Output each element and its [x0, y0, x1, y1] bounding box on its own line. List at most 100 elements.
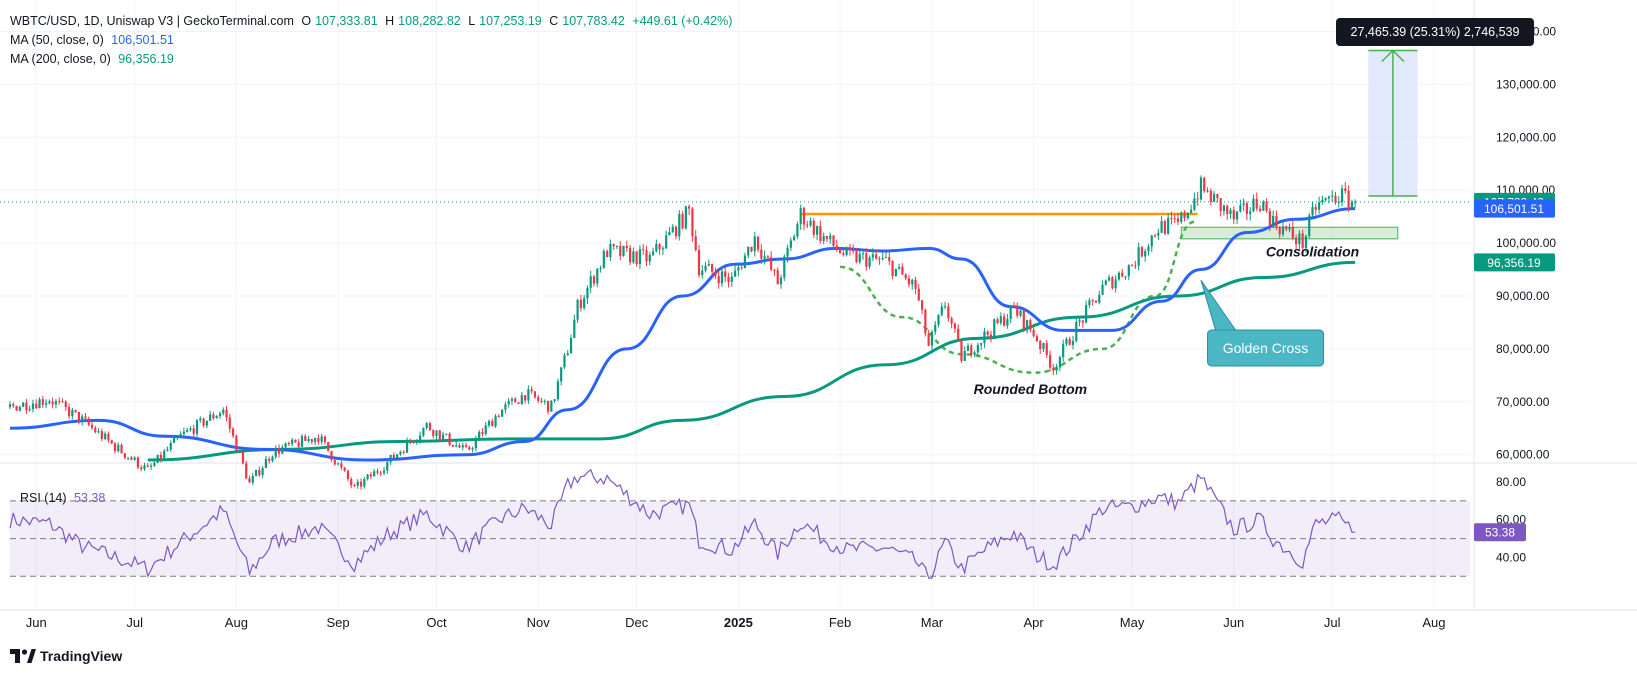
- candle-up: [156, 454, 159, 463]
- candle-down: [924, 309, 927, 334]
- candle-up: [651, 251, 655, 255]
- candle-down: [1140, 247, 1144, 257]
- candle-up: [569, 337, 573, 354]
- candle-up: [1042, 343, 1045, 349]
- rsi-pane: [9, 468, 1470, 579]
- candle-down: [950, 318, 953, 324]
- candle-up: [1249, 211, 1252, 214]
- legend-rsi[interactable]: RSI (14) 53.38: [20, 491, 109, 505]
- candle-down: [514, 398, 517, 403]
- candle-up: [1235, 211, 1239, 220]
- candle-up: [1147, 246, 1150, 252]
- time-tick-label: Apr: [1024, 615, 1045, 630]
- candle-down: [907, 278, 911, 285]
- candle-up: [789, 240, 792, 248]
- change-value: +449.61 (+0.42%): [632, 14, 733, 28]
- rsi-label: RSI (14): [20, 491, 67, 505]
- candle-up: [281, 447, 284, 454]
- candle-down: [740, 267, 743, 269]
- candle-up: [1304, 236, 1308, 248]
- candle-down: [756, 236, 760, 250]
- candle-down: [497, 416, 500, 418]
- candle-up: [1055, 367, 1058, 371]
- candle-down: [51, 401, 54, 405]
- candle-up: [1108, 277, 1111, 281]
- candle-down: [724, 271, 727, 277]
- rounded-bottom-label: Rounded Bottom: [974, 381, 1088, 397]
- candle-up: [816, 226, 819, 235]
- time-tick-label: Dec: [625, 615, 649, 630]
- candle-down: [957, 328, 960, 340]
- candle-up: [911, 279, 914, 285]
- candle-up: [881, 257, 884, 260]
- candle-up: [251, 475, 254, 483]
- candle-down: [1130, 265, 1134, 267]
- candle-up: [189, 428, 192, 430]
- candle-up: [271, 456, 274, 461]
- tradingview-logo[interactable]: TradingView: [10, 648, 122, 664]
- candle-down: [546, 400, 550, 412]
- candle-up: [563, 355, 566, 368]
- candle-up: [1229, 209, 1232, 215]
- candle-up: [1288, 227, 1291, 230]
- candle-up: [1327, 196, 1331, 199]
- candle-down: [294, 439, 297, 443]
- symbol-title[interactable]: WBTC/USD, 1D, Uniswap V3 | GeckoTerminal…: [10, 14, 294, 28]
- candle-down: [1170, 218, 1173, 220]
- candle-down: [343, 467, 346, 471]
- ma50-value: 106,501.51: [111, 33, 174, 47]
- candle-up: [389, 454, 392, 463]
- candle-down: [100, 431, 103, 440]
- candle-down: [333, 459, 336, 465]
- tradingview-icon: [10, 649, 36, 663]
- candle-down: [438, 430, 441, 440]
- time-tick-label: Feb: [829, 615, 851, 630]
- candle-up: [1199, 177, 1203, 200]
- legend-ma50[interactable]: MA (50, close, 0) 106,501.51: [10, 33, 178, 47]
- candle-up: [527, 389, 530, 401]
- candle-down: [537, 397, 540, 401]
- ma200-label: MA (200, close, 0): [10, 52, 111, 66]
- legend-ma200[interactable]: MA (200, close, 0) 96,356.19: [10, 52, 178, 66]
- low-value: 107,253.19: [479, 14, 542, 28]
- candle-up: [356, 481, 359, 486]
- candle-down: [1183, 212, 1186, 218]
- candle-down: [1258, 208, 1262, 211]
- candle-up: [737, 267, 740, 271]
- candle-up: [1252, 198, 1255, 212]
- candle-up: [684, 206, 687, 229]
- candle-up: [435, 430, 438, 436]
- candle-up: [215, 416, 218, 419]
- measure-tooltip: 27,465.39 (25.31%) 2,746,539: [1336, 18, 1534, 46]
- ma200-badge: [1474, 253, 1555, 272]
- candle-up: [894, 268, 897, 276]
- rounded-bottom-arc: [839, 220, 1195, 374]
- candle-up: [543, 400, 546, 402]
- candle-up: [422, 427, 425, 436]
- price-tick-label: 90,000.00: [1496, 289, 1550, 303]
- candle-up: [54, 401, 58, 405]
- candle-up: [560, 367, 563, 382]
- candle-down: [25, 402, 28, 411]
- candle-up: [18, 406, 21, 411]
- candle-up: [845, 247, 848, 255]
- candle-up: [743, 255, 747, 269]
- candle-down: [960, 339, 963, 361]
- candle-up: [1144, 251, 1147, 257]
- price-tick-label: 70,000.00: [1496, 395, 1550, 409]
- candle-up: [796, 223, 799, 237]
- candle-down: [192, 428, 195, 434]
- candle-down: [1091, 300, 1094, 302]
- candle-up: [661, 248, 664, 250]
- candle-down: [970, 345, 973, 355]
- ma200-value: 96,356.19: [118, 52, 174, 66]
- candle-down: [159, 454, 163, 459]
- candle-up: [396, 454, 399, 458]
- time-tick-label: Oct: [426, 615, 447, 630]
- candle-up: [576, 299, 579, 320]
- candle-up: [172, 437, 176, 443]
- candle-up: [753, 236, 756, 252]
- candle-down: [1016, 306, 1019, 316]
- candle-down: [819, 226, 822, 242]
